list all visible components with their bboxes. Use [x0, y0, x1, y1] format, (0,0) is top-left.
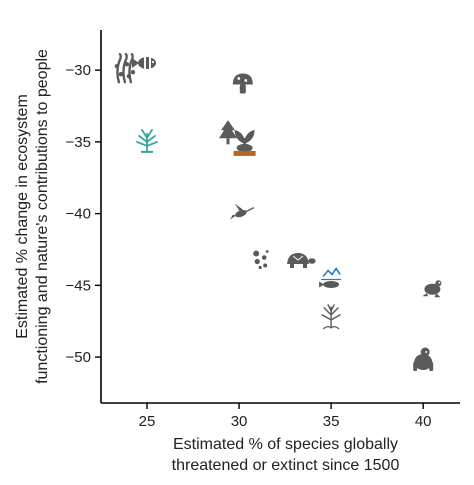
x-axis-title-line-2: threatened or extinct since 1500	[172, 457, 400, 474]
mangrove-icon	[321, 304, 341, 330]
mushroom-icon	[232, 73, 253, 94]
tree-icon	[219, 120, 237, 145]
hummingbird-icon	[229, 203, 255, 220]
y-tick-label: −30	[66, 62, 91, 79]
primate-icon	[413, 347, 434, 371]
plant-icon	[233, 129, 256, 156]
x-tick-label: 40	[415, 413, 432, 430]
fish-icon	[132, 57, 156, 69]
coral-icon	[114, 52, 136, 84]
x-tick-label: 35	[323, 413, 340, 430]
y-tick-label: −45	[66, 277, 91, 294]
y-axis-title-line-2: functioning and nature's contributions t…	[34, 49, 51, 384]
x-tick-label: 30	[231, 413, 248, 430]
y-axis: −30 −35 −40 −45 −50	[66, 30, 102, 403]
x-axis: 25 30 35 40	[101, 402, 460, 430]
seagrass-icon	[136, 128, 158, 153]
data-points	[114, 52, 442, 371]
microbes-icon	[253, 250, 269, 270]
frog-icon	[422, 280, 442, 298]
turtle-icon	[287, 253, 316, 268]
y-tick-label: −40	[66, 206, 91, 223]
y-axis-title-line-1: Estimated % change in ecosystem	[14, 94, 31, 339]
y-tick-label: −50	[66, 349, 91, 366]
x-axis-title-line-1: Estimated % of species globally	[173, 436, 398, 453]
y-tick-label: −35	[66, 134, 91, 151]
river-fish-icon	[319, 267, 342, 288]
x-tick-label: 25	[139, 413, 156, 430]
